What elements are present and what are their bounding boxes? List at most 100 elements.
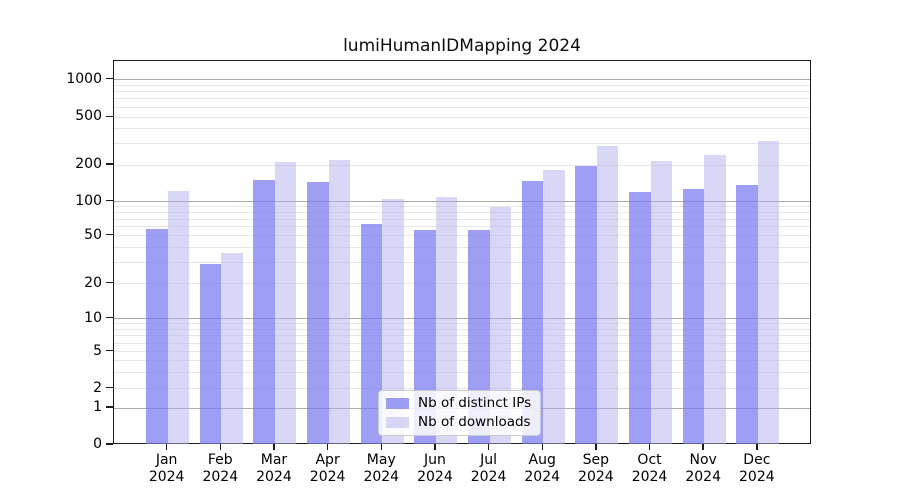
bar-sep-distinct-ips — [575, 166, 597, 444]
bar-apr-downloads — [328, 159, 351, 444]
y-tick-label-10: 10 — [84, 309, 102, 326]
x-tick-month: Oct — [637, 452, 662, 468]
x-tick-month: Jan — [155, 452, 178, 468]
gridline-90 — [114, 206, 810, 208]
bar-may-downloads — [382, 198, 404, 444]
gridline-900 — [114, 84, 810, 86]
x-tick-year: 2024 — [578, 469, 614, 485]
legend-label-downloads: Nb of downloads — [418, 414, 531, 430]
gridline-80 — [114, 212, 810, 214]
gridline-200 — [114, 164, 810, 166]
y-tick-mark-500 — [106, 115, 113, 117]
bar-nov-downloads — [704, 154, 726, 444]
bar-oct-distinct-ips — [629, 191, 651, 444]
y-tick-label-500: 500 — [75, 108, 102, 125]
gridline-1000 — [114, 79, 810, 80]
gridline-300 — [114, 143, 810, 145]
x-tick-year: 2024 — [739, 469, 775, 485]
x-tick-month: Feb — [207, 452, 233, 468]
x-tick-month: May — [366, 452, 396, 468]
y-tick-mark-5 — [106, 350, 113, 352]
gridline-50 — [114, 235, 810, 237]
gridline-500 — [114, 116, 810, 118]
bar-aug-distinct-ips — [521, 181, 544, 444]
legend-swatch-distinct-ips — [386, 398, 409, 409]
x-tick-mark-jul — [487, 444, 490, 450]
gridline-60 — [114, 226, 810, 228]
x-tick-year: 2024 — [202, 469, 239, 485]
gridline-9 — [114, 323, 810, 325]
bar-oct-downloads — [650, 161, 673, 444]
bar-jan-downloads — [167, 191, 190, 444]
gridline-10 — [114, 318, 810, 320]
legend-swatch-downloads — [386, 417, 409, 428]
bar-apr-distinct-ips — [307, 181, 329, 444]
x-tick-year: 2024 — [417, 469, 453, 485]
x-tick-mark-mar — [273, 444, 275, 450]
x-tick-label-jul: Jul 2024 — [461, 452, 517, 486]
x-tick-label-dec: Dec 2024 — [729, 452, 785, 486]
y-tick-mark-50 — [106, 233, 113, 236]
gridline-600 — [114, 106, 810, 108]
gridline-70 — [114, 218, 810, 220]
gridline-100 — [114, 201, 810, 203]
gridline-2 — [114, 388, 810, 390]
y-tick-label-0: 0 — [93, 436, 102, 452]
gridline-40 — [114, 246, 810, 248]
x-tick-month: Nov — [689, 452, 717, 468]
x-tick-year: 2024 — [148, 469, 185, 485]
x-tick-label-aug: Aug 2024 — [514, 452, 570, 486]
gridline-30 — [114, 261, 810, 263]
x-tick-month: Apr — [315, 452, 340, 468]
y-tick-label-50: 50 — [84, 226, 102, 243]
x-tick-label-mar: Mar 2024 — [246, 452, 302, 486]
bar-mar-downloads — [274, 161, 297, 444]
x-tick-mark-sep — [595, 444, 597, 450]
x-tick-year: 2024 — [256, 469, 292, 485]
y-tick-mark-1000 — [106, 77, 113, 80]
gridline-700 — [114, 98, 810, 100]
bar-dec-downloads — [757, 140, 780, 444]
x-tick-year: 2024 — [470, 469, 507, 485]
x-tick-month: Mar — [260, 452, 288, 468]
gridline-5 — [114, 351, 810, 353]
y-tick-label-5: 5 — [93, 342, 102, 359]
y-tick-label-20: 20 — [84, 274, 102, 291]
x-tick-mark-jan — [165, 444, 168, 450]
y-tick-mark-20 — [106, 281, 113, 284]
y-tick-mark-10 — [106, 317, 113, 319]
x-tick-label-jun: Jun 2024 — [407, 452, 463, 486]
x-tick-mark-jun — [434, 444, 436, 450]
x-tick-year: 2024 — [685, 469, 721, 485]
y-tick-label-1000: 1000 — [66, 70, 102, 87]
y-tick-label-2: 2 — [93, 379, 102, 396]
x-tick-month: Aug — [528, 452, 556, 468]
y-tick-mark-0 — [106, 443, 113, 445]
x-tick-year: 2024 — [631, 469, 668, 485]
gridline-800 — [114, 91, 810, 93]
gridline-4 — [114, 360, 810, 362]
bar-dec-distinct-ips — [736, 185, 758, 444]
bar-jun-downloads — [435, 196, 458, 444]
x-tick-label-may: May 2024 — [353, 452, 409, 486]
legend-item-distinct-ips: Nb of distinct IPs — [386, 396, 531, 411]
y-tick-mark-200 — [106, 163, 113, 165]
x-tick-year: 2024 — [524, 469, 561, 485]
gridline-8 — [114, 328, 810, 330]
x-tick-mark-dec — [756, 444, 758, 450]
bar-jul-downloads — [489, 206, 512, 444]
y-tick-label-1: 1 — [93, 399, 102, 415]
x-tick-label-feb: Feb 2024 — [192, 452, 248, 486]
x-tick-mark-apr — [326, 444, 329, 450]
x-tick-label-oct: Oct 2024 — [622, 452, 678, 486]
y-tick-label-100: 100 — [75, 192, 102, 209]
gridline-6 — [114, 342, 810, 344]
x-tick-month: Jul — [480, 452, 498, 468]
bar-feb-distinct-ips — [199, 264, 222, 444]
x-tick-month: Jun — [423, 452, 446, 468]
x-tick-label-sep: Sep 2024 — [568, 452, 624, 486]
x-tick-month: Dec — [743, 452, 771, 468]
bar-sep-downloads — [596, 146, 619, 444]
legend: Nb of distinct IPs Nb of downloads — [378, 390, 542, 436]
